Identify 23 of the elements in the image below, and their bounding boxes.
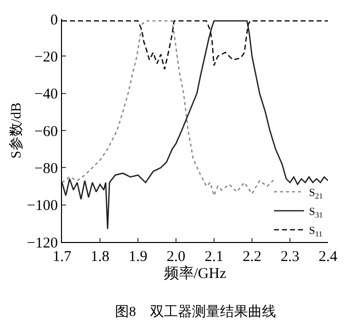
y-tick-label: −100: [26, 198, 58, 214]
x-axis-title: 频率/GHz: [164, 265, 227, 282]
y-tick-label: −40: [34, 86, 58, 103]
x-tick-label: 2.4: [318, 249, 338, 266]
y-tick-label: −60: [34, 124, 58, 140]
y-tick-label: −80: [34, 160, 58, 177]
legend-label: S$_{11}$: [309, 225, 323, 238]
x-tick-label: 2.1: [204, 249, 224, 266]
x-tick-label: 1.7: [52, 249, 72, 266]
y-tick-label: −120: [26, 235, 58, 252]
x-tick-label: 2.0: [166, 249, 186, 266]
x-tick-label: 2.3: [280, 249, 300, 266]
x-tick-label: 1.8: [90, 249, 110, 266]
y-tick-label: −20: [34, 49, 58, 66]
line-series: [62, 20, 276, 196]
legend-label: S$_{31}$: [309, 206, 323, 220]
legend-label: S$_{21}$: [309, 187, 323, 200]
line-series: [62, 20, 328, 70]
y-tick-label: 0: [50, 12, 58, 28]
caption: 图8 双工器测量结果曲线: [115, 304, 276, 320]
x-tick-label: 2.2: [242, 249, 262, 266]
x-tick-label: 1.9: [128, 249, 148, 266]
y-axis-title: S参数/dB: [8, 102, 25, 159]
